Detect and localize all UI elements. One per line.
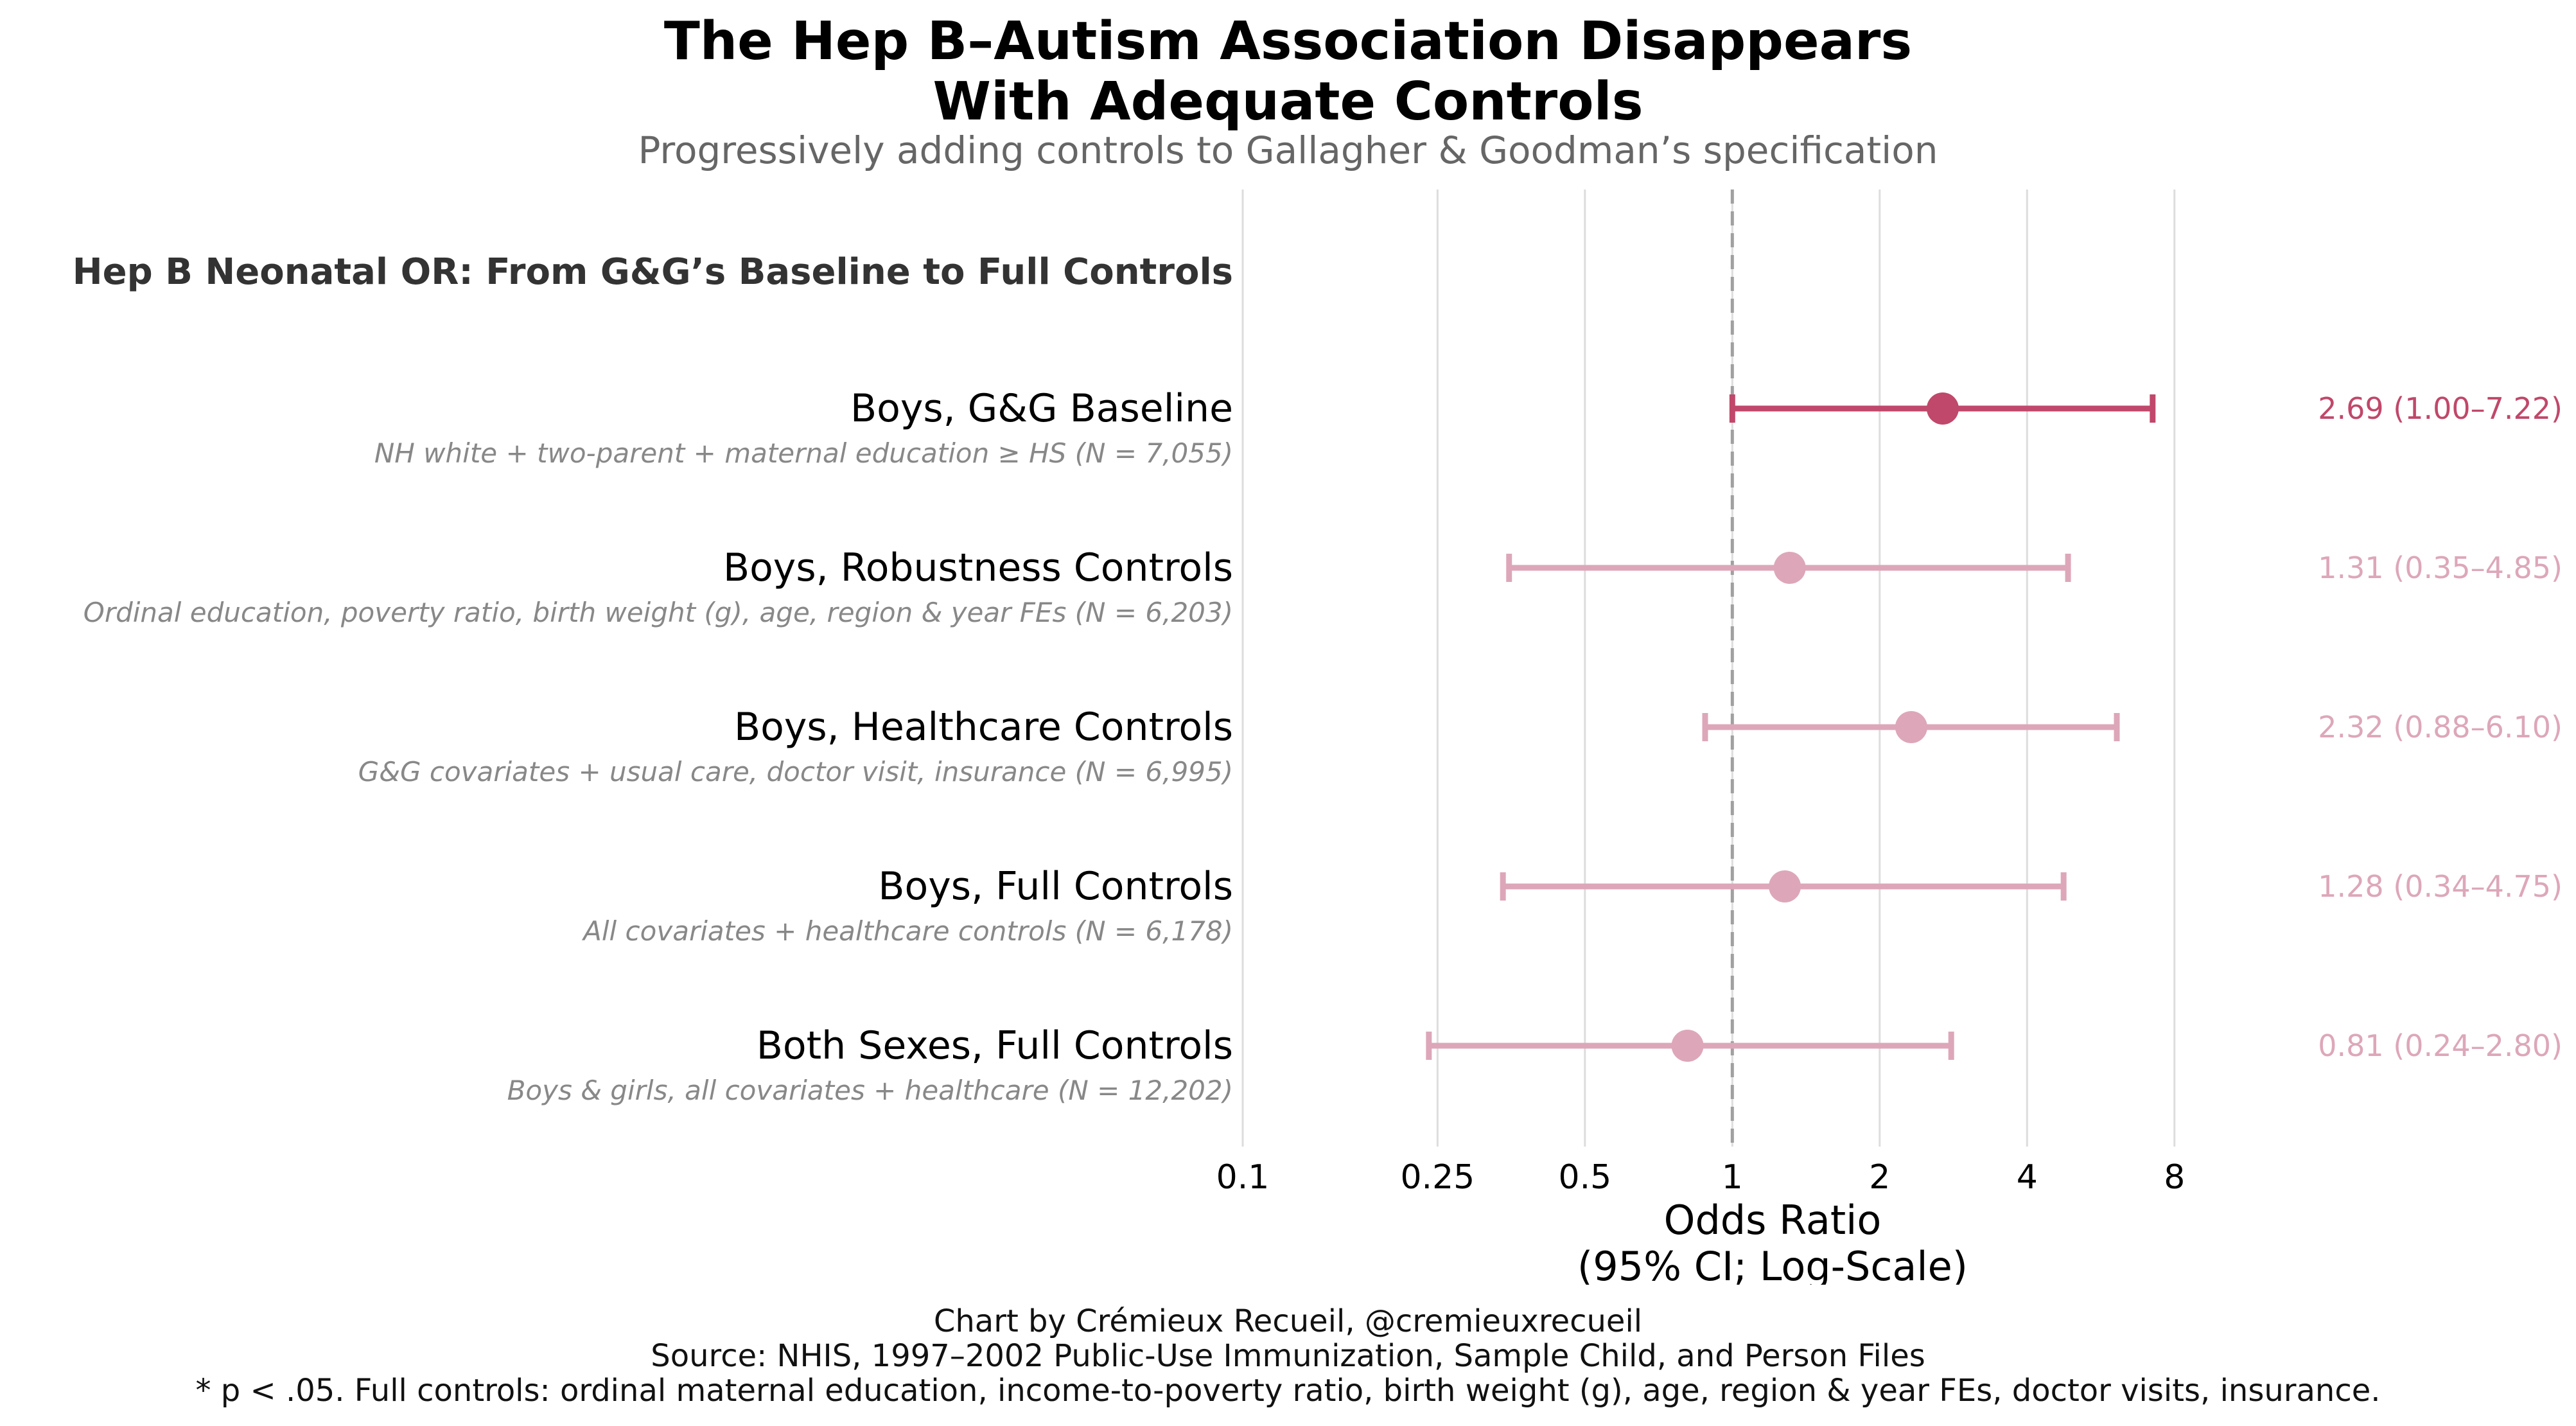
row-sublabel: Boys & girls, all covariates + healthcar… <box>507 1075 1233 1106</box>
grid-layer <box>1241 189 2176 1147</box>
forest-row: Both Sexes, Full Controls Boys & girls, a… <box>507 1023 2563 1106</box>
row-label: Boys, G&G Baseline <box>850 386 1233 431</box>
row-label: Both Sexes, Full Controls <box>757 1023 1233 1068</box>
x-tick-label: 8 <box>2164 1158 2185 1197</box>
row-annotation: 2.32 (0.88–6.10) <box>2318 710 2563 744</box>
row-sublabel: NH white + two-parent + maternal educati… <box>374 437 1233 469</box>
row-sublabel: Ordinal education, poverty ratio, birth … <box>83 597 1233 628</box>
row-label: Boys, Robustness Controls <box>723 545 1233 590</box>
x-axis: 0.1 0.25 0.5 1 2 4 8 <box>1216 1158 2186 1197</box>
point-estimate <box>1895 711 1927 743</box>
row-annotation: 2.69 (1.00–7.22) <box>2318 391 2563 426</box>
footer-source: Source: NHIS, 1997–2002 Public-Use Immun… <box>651 1338 1925 1374</box>
row-annotation: 1.28 (0.34–4.75) <box>2318 869 2563 904</box>
chart-footer: Chart by Crémieux Recueil, @cremieuxrecu… <box>0 1304 2576 1408</box>
x-tick-label: 2 <box>1869 1158 1890 1197</box>
chart-title-line-1: The Hep B–Autism Association Disappears <box>663 11 1913 72</box>
rows-layer: Boys, G&G Baseline NH white + two-parent … <box>83 386 2563 1106</box>
footer-credit: Chart by Crémieux Recueil, @cremieuxrecu… <box>933 1303 1643 1339</box>
point-estimate <box>1773 552 1806 584</box>
x-tick-label: 0.1 <box>1216 1158 1270 1197</box>
row-sublabel: G&G covariates + usual care, doctor visi… <box>358 756 1233 788</box>
point-estimate <box>1769 870 1801 902</box>
x-tick-label: 4 <box>2017 1158 2038 1197</box>
row-annotation: 1.31 (0.35–4.85) <box>2318 550 2563 585</box>
row-annotation: 0.81 (0.24–2.80) <box>2318 1028 2563 1063</box>
x-tick-label: 0.5 <box>1558 1158 1611 1197</box>
forest-row: Boys, Robustness Controls Ordinal educati… <box>83 545 2563 628</box>
row-label: Boys, Full Controls <box>878 864 1233 909</box>
x-axis-label-line-2: (95% CI; Log-Scale) <box>1577 1243 1968 1285</box>
chart-title-line-2: With Adequate Controls <box>933 71 1643 132</box>
point-estimate <box>1671 1030 1704 1062</box>
x-tick-label: 1 <box>1722 1158 1743 1197</box>
row-label: Boys, Healthcare Controls <box>734 705 1233 750</box>
chart-title: The Hep B–Autism Association Disappears … <box>0 12 2576 132</box>
panel-title: Hep B Neonatal OR: From G&G’s Baseline t… <box>73 251 1233 293</box>
x-axis-label-line-1: Odds Ratio <box>1664 1197 1882 1244</box>
point-estimate <box>1926 392 1959 425</box>
row-sublabel: All covariates + healthcare controls (N … <box>581 915 1233 947</box>
footer-note: * p < .05. Full controls: ordinal matern… <box>195 1373 2381 1409</box>
chart-subtitle: Progressively adding controls to Gallagh… <box>638 128 1938 172</box>
forest-row: Boys, Healthcare Controls G&G covariates … <box>358 705 2563 788</box>
forest-plot: Boys, G&G Baseline NH white + two-parent … <box>73 189 2563 1285</box>
x-tick-label: 0.25 <box>1400 1158 1475 1197</box>
forest-row: Boys, G&G Baseline NH white + two-parent … <box>374 386 2563 469</box>
forest-row: Boys, Full Controls All covariates + heal… <box>581 864 2563 947</box>
